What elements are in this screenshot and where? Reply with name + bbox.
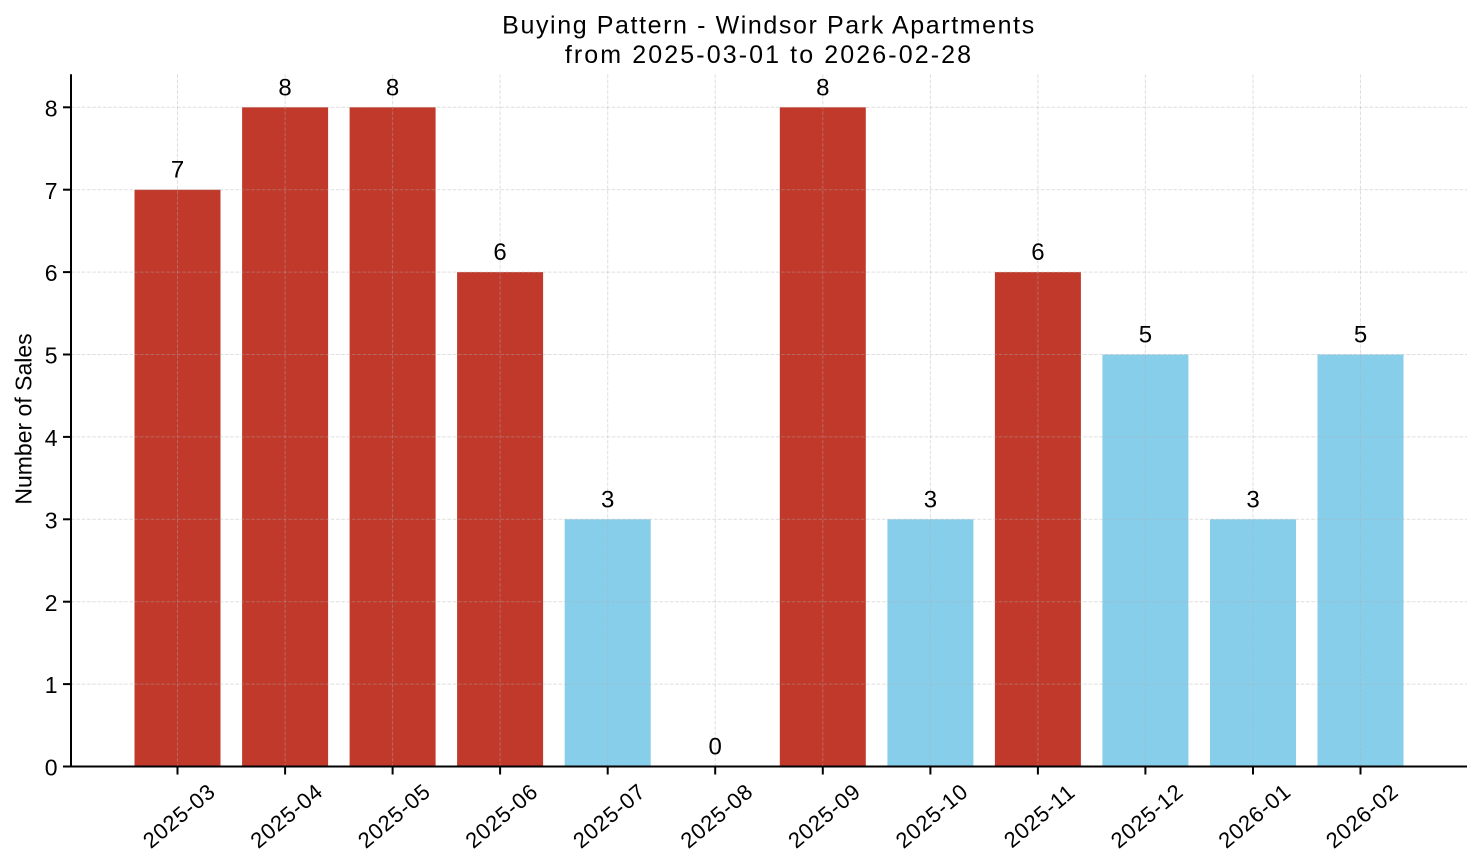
svg-text:2026-02: 2026-02 — [1321, 779, 1403, 854]
svg-text:8: 8 — [45, 95, 58, 121]
svg-text:from 2025-03-01 to 2026-02-28: from 2025-03-01 to 2026-02-28 — [565, 41, 973, 69]
svg-text:3: 3 — [45, 507, 58, 533]
svg-text:8: 8 — [816, 74, 829, 101]
svg-text:3: 3 — [601, 486, 614, 513]
svg-text:2025-10: 2025-10 — [891, 779, 973, 854]
svg-text:5: 5 — [45, 343, 58, 369]
svg-text:2025-12: 2025-12 — [1106, 779, 1188, 854]
svg-text:2025-06: 2025-06 — [461, 779, 543, 854]
svg-text:8: 8 — [386, 74, 399, 101]
svg-text:6: 6 — [493, 239, 506, 266]
svg-text:2: 2 — [45, 590, 58, 616]
svg-text:3: 3 — [924, 486, 937, 513]
svg-text:1: 1 — [45, 672, 58, 698]
svg-text:5: 5 — [1139, 322, 1152, 349]
svg-text:2025-08: 2025-08 — [676, 779, 758, 854]
svg-text:5: 5 — [1354, 322, 1367, 349]
svg-text:8: 8 — [278, 74, 291, 101]
svg-text:7: 7 — [45, 178, 58, 204]
svg-text:4: 4 — [45, 425, 58, 451]
svg-text:Buying Pattern - Windsor Park: Buying Pattern - Windsor Park Apartments — [502, 11, 1036, 39]
svg-text:2025-11: 2025-11 — [999, 779, 1080, 853]
svg-text:6: 6 — [45, 260, 58, 286]
svg-text:3: 3 — [1246, 486, 1259, 513]
svg-text:Number of Sales: Number of Sales — [11, 333, 37, 504]
svg-text:2026-01: 2026-01 — [1213, 779, 1295, 854]
svg-text:0: 0 — [45, 755, 58, 781]
svg-text:2025-09: 2025-09 — [783, 779, 865, 854]
svg-text:2025-07: 2025-07 — [568, 779, 650, 854]
svg-text:2025-03: 2025-03 — [138, 779, 220, 854]
svg-text:6: 6 — [1031, 239, 1044, 266]
svg-text:2025-05: 2025-05 — [353, 779, 435, 854]
svg-text:0: 0 — [709, 734, 722, 761]
svg-text:2025-04: 2025-04 — [245, 779, 327, 854]
svg-text:7: 7 — [171, 157, 184, 184]
